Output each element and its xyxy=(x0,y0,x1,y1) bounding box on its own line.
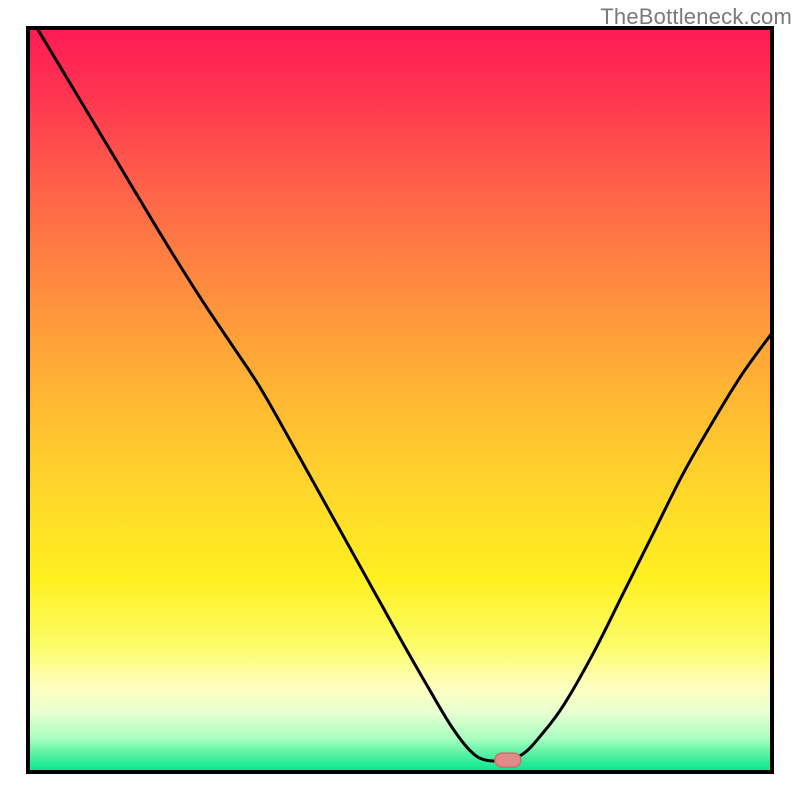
plot-background xyxy=(28,28,772,772)
watermark-text: TheBottleneck.com xyxy=(600,4,792,30)
marker-layer xyxy=(495,753,521,767)
optimum-marker xyxy=(495,753,521,767)
chart-container: TheBottleneck.com xyxy=(0,0,800,800)
bottleneck-chart xyxy=(0,0,800,800)
